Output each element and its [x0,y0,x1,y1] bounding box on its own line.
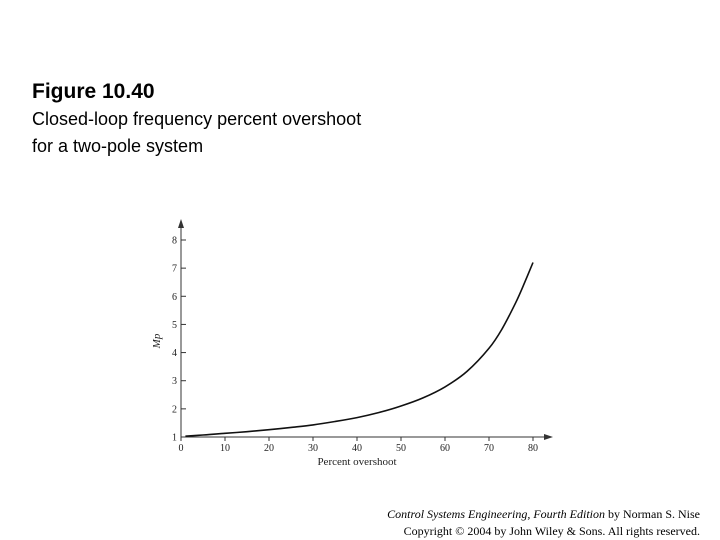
series-line [185,262,534,437]
credit-line-1: Control Systems Engineering, Fourth Edit… [340,506,700,523]
figure-caption: Closed-loop frequency percent overshoot … [32,109,362,156]
book-title: Control Systems Engineering, Fourth Edit… [387,507,605,521]
credit-notice: Control Systems Engineering, Fourth Edit… [340,506,700,540]
x-tick-label: 0 [179,443,184,454]
x-tick-label: 40 [352,443,362,454]
y-tick-label: 5 [172,320,177,331]
x-axis-arrow [544,434,553,440]
y-tick-label: 8 [172,236,177,247]
x-tick-label: 10 [220,443,230,454]
x-tick-label: 80 [528,443,538,454]
x-tick-label: 60 [440,443,450,454]
y-axis-arrow [178,219,184,228]
x-tick-label: 50 [396,443,406,454]
y-tick-label: 4 [172,348,177,359]
figure-title: Figure 10.40 [32,80,155,103]
y-tick-label: 3 [172,376,177,387]
y-tick-label: 1 [172,433,177,444]
y-tick-label: 6 [172,292,177,303]
x-tick-label: 20 [264,443,274,454]
y-axis-label: Mp [151,333,163,349]
y-tick-label: 2 [172,404,177,415]
y-tick-label: 7 [172,264,177,275]
y-ticks: 1 2 3 4 5 6 7 8 [172,236,186,444]
x-axis-label: Percent overshoot [317,456,396,468]
x-ticks: 0 10 20 30 40 50 60 70 80 [179,437,538,454]
book-author: by Norman S. Nise [605,507,700,521]
x-tick-label: 70 [484,443,494,454]
copyright-line: Copyright © 2004 by John Wiley & Sons. A… [403,524,700,538]
x-tick-label: 30 [308,443,318,454]
